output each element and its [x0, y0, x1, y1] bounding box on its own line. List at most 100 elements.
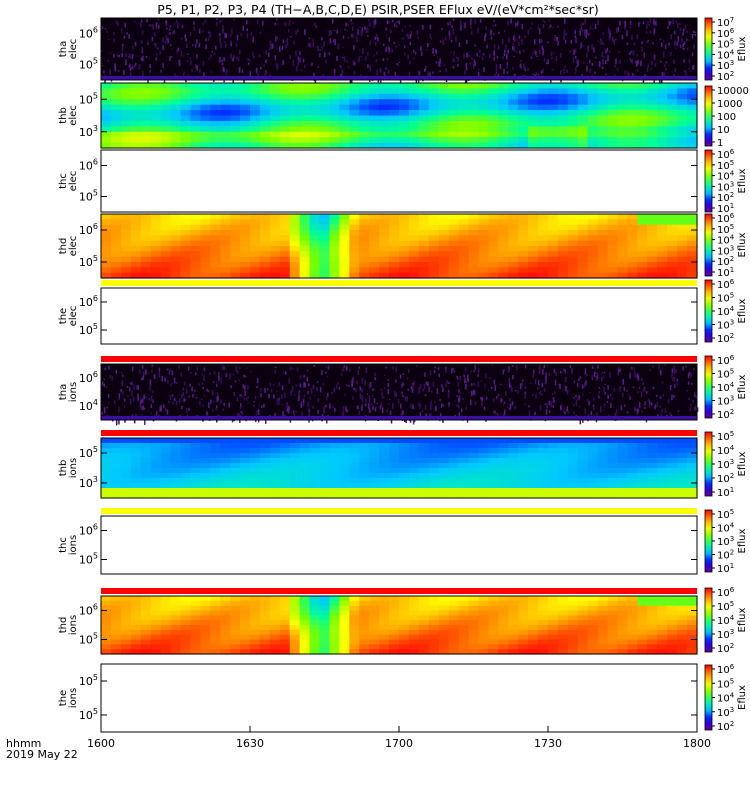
noise-speck: [223, 402, 225, 406]
spectrogram-cell: [508, 644, 519, 650]
spectrogram-cell: [647, 615, 658, 621]
spectrogram-cell: [667, 493, 678, 499]
noise-speck: [434, 406, 437, 408]
noise-speck: [538, 371, 541, 375]
noise-speck: [368, 395, 371, 399]
noise-speck: [173, 377, 176, 384]
noise-speck: [387, 379, 390, 381]
spectrogram-cell: [130, 262, 142, 268]
spectrogram-cell: [438, 88, 450, 95]
spectrogram-cell: [110, 251, 122, 258]
spectrogram-cell: [448, 99, 460, 106]
spectrogram-cell: [150, 219, 162, 226]
spectrogram-cell: [309, 634, 321, 641]
noise-speck: [497, 45, 500, 50]
spectrogram-cell: [657, 142, 668, 149]
spectrogram-cell: [269, 596, 281, 602]
noise-speck: [178, 60, 181, 67]
spectrogram-cell: [259, 644, 271, 650]
spectrogram-cell: [408, 625, 420, 631]
spectrogram-cell: [170, 649, 182, 655]
spectrogram-cell: [349, 267, 360, 274]
spectrogram-cell: [418, 224, 430, 231]
spectrogram-cell: [339, 483, 350, 489]
spectrogram-cell: [607, 649, 619, 655]
spectrogram-cell: [508, 88, 519, 95]
spectrogram-cell: [577, 99, 589, 106]
spectrogram-cell: [488, 453, 499, 459]
spectrogram-cell: [557, 488, 569, 494]
spectrogram-cell: [518, 99, 529, 106]
colorbar-gradient: [704, 355, 713, 419]
spectrogram-cell: [180, 649, 191, 655]
spectrogram-cell: [289, 104, 301, 111]
spectrogram-cell: [567, 438, 579, 444]
spectrogram-cell: [230, 605, 241, 612]
spectrogram-cell: [667, 120, 678, 127]
spectrogram-cell: [120, 644, 132, 650]
noise-speck: [333, 387, 336, 393]
spectrogram-cell: [140, 230, 152, 236]
spectrogram-cell: [399, 478, 410, 484]
spectrogram-cell: [627, 246, 638, 252]
spectrogram-cell: [647, 126, 658, 133]
spectrogram-cell: [200, 620, 211, 626]
spectrogram-cell: [428, 246, 440, 252]
exponent: 3: [730, 458, 734, 466]
noise-speck: [481, 397, 484, 402]
noise-speck: [289, 55, 291, 60]
noise-speck: [397, 20, 400, 22]
spectrogram-cell: [269, 88, 281, 95]
spectrogram-cell: [438, 463, 450, 469]
spectrogram-cell: [538, 246, 549, 252]
noise-speck: [675, 41, 677, 47]
spectrogram-cell: [408, 235, 420, 242]
noise-speck: [149, 385, 151, 391]
spectrogram-cell: [438, 639, 450, 645]
noise-speck: [397, 44, 400, 46]
spectrogram-cell: [438, 93, 450, 100]
spectrogram-cell: [418, 453, 430, 459]
spectrogram-cell: [379, 83, 390, 90]
noise-speck: [390, 29, 392, 33]
noise-speck: [163, 404, 165, 408]
noise-speck: [126, 32, 128, 35]
spectrogram-cell: [508, 83, 519, 90]
noise-speck: [101, 50, 103, 52]
spectrogram-cell: [259, 488, 271, 494]
spectrogram-cell: [349, 142, 360, 149]
spectrogram-cell: [349, 463, 360, 469]
spectrogram-cell: [230, 649, 241, 655]
noise-speck: [484, 386, 486, 388]
spectrogram-cell: [647, 246, 658, 252]
noise-speck: [225, 33, 227, 39]
spectrogram-cell: [607, 639, 619, 645]
spectrogram-cell: [230, 483, 241, 489]
spectrogram-cell: [389, 83, 400, 90]
spectrogram-cell: [557, 246, 569, 252]
spectrogram-cell: [190, 458, 201, 464]
spectrogram-cell: [299, 493, 311, 499]
spectrogram-cell: [150, 120, 162, 127]
spectrogram-cell: [528, 224, 539, 231]
spectrogram-cell: [269, 272, 281, 279]
spectrogram-cell: [617, 115, 629, 122]
spectrogram-cell: [587, 88, 599, 95]
spectrogram-cell: [557, 610, 569, 616]
exponent: 5: [730, 159, 734, 167]
spectrogram-cell: [289, 458, 301, 464]
spectrogram-cell: [577, 272, 589, 279]
noise-speck: [512, 375, 514, 380]
noise-speck: [456, 376, 458, 378]
noise-speck: [589, 26, 592, 30]
spectrogram-cell: [637, 600, 648, 607]
spectrogram-cell: [458, 137, 470, 144]
spectrogram-cell: [478, 649, 489, 655]
spectrogram-cell: [170, 131, 182, 138]
noise-speck: [688, 397, 690, 401]
spectrogram-cell: [677, 610, 688, 616]
spectrogram-cell: [408, 104, 420, 111]
noise-speck: [654, 404, 657, 409]
noise-speck: [492, 398, 495, 403]
noise-speck: [636, 54, 639, 57]
